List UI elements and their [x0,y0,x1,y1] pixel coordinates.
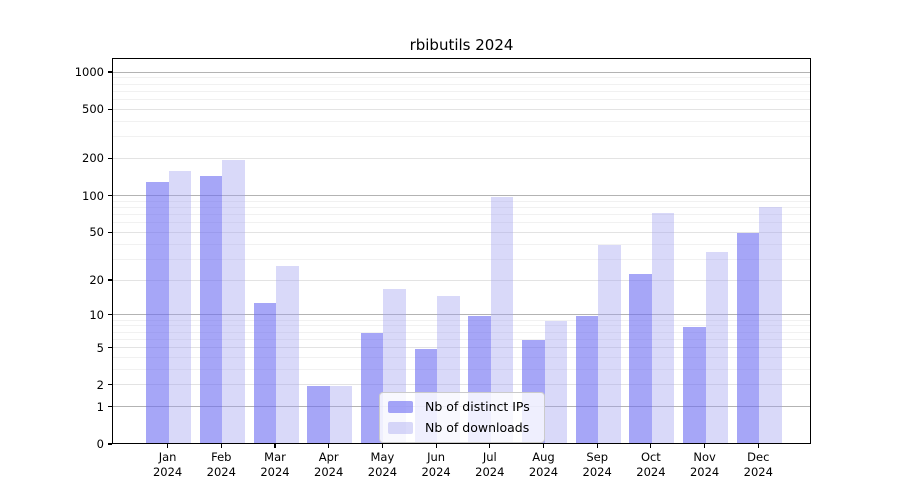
x-tick-mark-may [381,444,383,448]
bar-downloads-aug [544,321,567,443]
gridline-300 [113,136,810,138]
gridline-60 [113,222,810,224]
gridline-400 [113,120,810,122]
bar-distinct-ips-oct [629,273,652,443]
gridline-10 [113,314,810,316]
gridline-6 [113,338,810,340]
x-axis-tick-label-aug: Aug 2024 [528,450,559,479]
bar-downloads-mar [276,265,299,443]
x-axis-tick-label-jun: Jun 2024 [421,450,451,479]
bar-distinct-ips-may [360,333,384,443]
x-tick-mark-nov [704,444,706,448]
x-axis-tick-label-jan: Jan 2024 [152,450,183,479]
x-axis-tick-label-jul: Jul 2024 [475,450,505,479]
legend-entry-distinct-ips: Nb of distinct IPs [388,399,534,414]
x-tick-mark-dec [757,444,759,448]
gridline-70 [113,213,810,215]
x-axis-tick-label-apr: Apr 2024 [314,450,344,479]
bar-downloads-nov [705,252,729,443]
bar-distinct-ips-nov [683,326,706,443]
y-axis-tick-label-5: 5 [96,340,104,355]
y-axis-tick-label-200: 200 [82,151,104,166]
legend-swatch-downloads [388,421,413,434]
gridline-9 [113,319,810,321]
y-axis-tick-label-10: 10 [89,307,104,322]
bar-distinct-ips-mar [253,302,276,443]
gridline-30 [113,258,810,260]
bar-downloads-jul [490,196,514,443]
gridline-4 [113,356,810,358]
legend-swatch-distinct-ips [388,400,413,413]
bar-distinct-ips-apr [307,385,330,443]
bar-distinct-ips-sep [575,315,599,443]
legend-label-downloads: Nb of downloads [425,420,530,435]
legend-label-distinct-ips: Nb of distinct IPs [425,399,530,414]
bar-distinct-ips-dec [736,233,760,443]
x-axis-tick-label-dec: Dec 2024 [743,450,773,479]
x-tick-mark-apr [328,444,330,448]
x-axis-tick-label-nov: Nov 2024 [689,450,720,479]
bar-downloads-sep [598,245,621,443]
y-axis-tick-label-50: 50 [89,225,104,240]
x-tick-mark-mar [274,444,276,448]
gridline-1000 [113,71,810,73]
bar-downloads-dec [759,207,782,443]
x-tick-mark-oct [650,444,652,448]
x-tick-mark-aug [542,444,545,448]
gridline-50 [113,231,810,233]
bar-downloads-oct [651,213,675,443]
x-tick-mark-jun [435,444,437,448]
x-tick-mark-sep [596,444,598,448]
gridline-20 [113,279,810,281]
chart-title: rbibutils 2024 [409,36,514,54]
gridline-90 [113,200,810,202]
gridline-2 [113,384,810,386]
gridline-900 [113,77,810,79]
bar-downloads-feb [222,159,245,443]
gridline-8 [113,325,810,327]
gridline-500 [113,108,810,110]
gridline-40 [113,243,810,245]
legend-entry-downloads: Nb of downloads [388,420,534,435]
y-axis-tick-label-1: 1 [96,399,104,414]
gridline-100 [113,195,810,196]
x-axis-tick-label-feb: Feb 2024 [206,450,236,479]
plot-area [112,58,811,444]
x-axis-tick-label-mar: Mar 2024 [260,450,290,479]
gridline-700 [113,90,810,92]
gridline-7 [113,331,810,333]
gridline-800 [113,83,810,85]
gridline-5 [113,347,810,349]
x-tick-mark-jul [489,444,491,448]
x-axis-tick-label-sep: Sep 2024 [582,450,612,479]
gridline-200 [113,157,810,159]
y-axis-tick-label-500: 500 [82,102,104,117]
x-tick-mark-feb [220,444,222,448]
gridline-600 [113,98,810,100]
gridline-3 [113,368,810,370]
y-axis-tick-label-2: 2 [96,377,104,392]
y-axis-tick-label-0: 0 [96,437,104,451]
gridline-80 [113,206,810,208]
bar-downloads-jan [168,171,192,443]
x-axis-tick-label-oct: Oct 2024 [636,450,666,479]
y-axis-tick-label-20: 20 [89,273,104,288]
bar-distinct-ips-feb [199,176,223,443]
legend: Nb of distinct IPs Nb of downloads [379,392,545,443]
bar-downloads-apr [329,385,353,443]
y-axis-tick-label-1000: 1000 [74,65,104,79]
x-axis-tick-label-may: May 2024 [367,450,398,479]
x-tick-mark-jan [167,444,169,448]
y-axis-tick-label-100: 100 [82,188,104,203]
bar-distinct-ips-jan [146,182,169,443]
